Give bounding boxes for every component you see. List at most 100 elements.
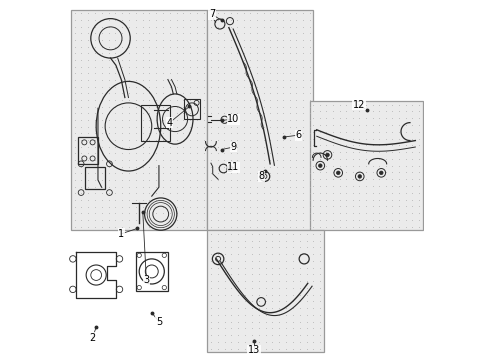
Point <box>309 109 317 114</box>
Point <box>172 90 180 96</box>
Point <box>200 77 208 83</box>
Point <box>306 117 314 123</box>
Point <box>91 210 99 216</box>
Text: 4: 4 <box>167 118 173 128</box>
Point <box>415 176 423 182</box>
Point <box>159 111 167 116</box>
Point <box>253 164 261 170</box>
Point <box>105 190 113 196</box>
Point <box>306 44 314 49</box>
Point <box>246 124 254 130</box>
Point <box>233 137 241 143</box>
Point <box>207 204 215 210</box>
Point <box>193 217 201 223</box>
Point <box>98 90 106 96</box>
Point <box>240 217 248 223</box>
Point <box>309 183 317 189</box>
Point <box>220 137 228 143</box>
Point <box>227 312 235 318</box>
Point <box>310 346 318 351</box>
Point <box>220 346 228 351</box>
Point <box>227 77 235 83</box>
Point <box>91 217 99 223</box>
Point <box>303 285 311 291</box>
Point <box>220 305 228 311</box>
Point <box>220 244 228 250</box>
Point <box>310 271 318 277</box>
Point <box>322 176 330 182</box>
Point <box>159 24 167 30</box>
Point <box>289 238 297 243</box>
Point <box>233 24 241 30</box>
Point <box>214 339 221 345</box>
Point <box>125 30 133 36</box>
Point <box>282 312 290 318</box>
Point <box>389 217 396 223</box>
Point <box>402 183 410 189</box>
Point <box>389 190 396 195</box>
Point <box>262 305 270 311</box>
Point <box>207 224 215 229</box>
Point <box>214 137 221 143</box>
Point <box>220 319 228 324</box>
Point <box>186 57 194 63</box>
Point <box>255 271 263 277</box>
Point <box>246 204 254 210</box>
Point <box>179 24 187 30</box>
Point <box>299 164 307 170</box>
Point <box>316 203 324 209</box>
Point <box>275 238 283 243</box>
Bar <box>141 105 170 140</box>
Point <box>336 203 343 209</box>
Point <box>253 57 261 63</box>
Point <box>248 325 256 331</box>
Point <box>275 332 283 338</box>
Point <box>248 332 256 338</box>
Point <box>71 37 78 43</box>
Point <box>132 197 140 203</box>
Point <box>240 104 248 109</box>
Point <box>269 251 276 257</box>
Point <box>77 104 85 109</box>
Point <box>220 271 228 277</box>
Point <box>152 84 160 90</box>
Point <box>336 190 343 195</box>
Point <box>260 44 268 49</box>
Point <box>266 84 274 90</box>
Point <box>286 24 294 30</box>
Point <box>207 231 215 237</box>
Point <box>132 210 140 216</box>
Point <box>395 115 403 121</box>
Point <box>316 170 324 175</box>
Point <box>200 170 208 176</box>
Point <box>395 183 403 189</box>
Point <box>77 30 85 36</box>
Point <box>273 197 281 203</box>
Point <box>241 325 249 331</box>
Point <box>220 184 228 189</box>
Point <box>172 50 180 56</box>
Point <box>240 64 248 69</box>
Point <box>310 312 318 318</box>
Point <box>112 137 120 143</box>
Point <box>286 157 294 163</box>
Point <box>172 177 180 183</box>
Point <box>343 136 350 141</box>
Point <box>415 143 423 148</box>
Point <box>273 37 281 43</box>
Point <box>139 57 147 63</box>
Point <box>260 90 268 96</box>
Point <box>329 183 337 189</box>
Point <box>146 84 153 90</box>
Point <box>317 271 324 277</box>
Point <box>186 164 194 170</box>
Point <box>286 170 294 176</box>
Point <box>246 50 254 56</box>
Point <box>227 319 235 324</box>
Point <box>273 177 281 183</box>
Point <box>316 143 324 148</box>
Point <box>207 117 215 123</box>
Point <box>112 77 120 83</box>
Point <box>227 305 235 311</box>
Point <box>362 102 370 108</box>
